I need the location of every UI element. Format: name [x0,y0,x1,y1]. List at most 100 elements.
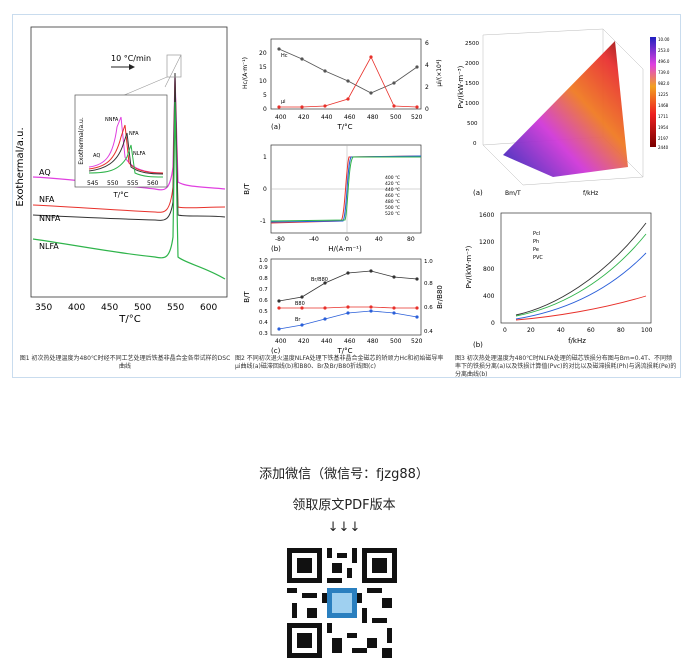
fig2c-ytick: 0.8 [259,276,268,282]
fig3b-xtick: 0 [503,327,507,334]
fig3a-panel: (a) [473,189,483,197]
fig2a-ytick: 5 [263,92,267,99]
fig3b-legend: Ph [533,239,539,245]
fig2a-xlabel: T/°C [336,123,352,131]
fig3b-ytick: 800 [483,266,495,273]
fig3a-ztick: 500 [467,121,478,127]
fig3a-ylabel: Bm/T [505,190,521,197]
fig3a-cbar-tick: 496.0 [658,59,670,64]
figure2-a: Hc/(A·m⁻¹) μi/(×10⁴) 0 5 10 15 20 0 2 4 … [242,38,443,131]
figure2-c: B/T Br/B80 0.3 0.4 0.5 0.6 0.7 0.8 0.9 1… [243,258,444,355]
fig2c-xtick: 460 [344,338,356,345]
fig2a-ytick: 20 [259,50,267,57]
fig3a-cbar-tick: 1711 [658,114,669,119]
fig3a-cbar-tick: 2197 [658,136,669,141]
figure1-xtick: 550 [167,303,184,313]
inset-label: NLFA [133,151,146,157]
fig2b-xtick: 0 [345,236,349,243]
fig3a-cbar-tick: 1468 [658,103,669,108]
fig3b-ytick: 1200 [479,239,494,246]
fig3a-xlabel: f/kHz [583,190,598,197]
fig3a-zlabel: Pv/(kW·m⁻³) [457,65,465,108]
fig2a-ytick: 15 [259,64,267,71]
fig3b-xtick: 40 [557,327,565,334]
fig3a-ztick: 1000 [465,101,479,107]
fig3a-ztick: 2500 [465,41,479,47]
fig2c-panel: (c) [271,347,281,355]
fig2c-ytick: 0.7 [259,287,268,293]
fig2a-panel: (a) [271,123,281,131]
fig2c-xtick: 520 [411,338,423,345]
fig3a-cbar-tick: 982.0 [658,81,670,86]
curve-nlfa [32,101,226,280]
fig3b-ytick: 0 [491,320,495,327]
fig2c-ytick-r: 0.4 [424,329,433,335]
fig2b-xlabel: H/(A·m⁻¹) [328,245,362,253]
inset-xlabel: T/°C [112,191,128,199]
wechat-qr-code[interactable] [287,548,397,658]
figure1-svg: Exothermal/a.u. T/°C 350 400 450 500 550… [15,26,228,325]
fig2a-ytick: 0 [263,106,267,113]
figure1-xtick: 400 [68,303,85,313]
inset-label: AQ [93,153,100,159]
fig2b-legend: 420 ℃ [385,181,400,187]
figure1-inset: Exothermal/a.u. T/°C 545 550 555 560 NNF… [74,94,168,199]
fig2c-ytick-r: 0.8 [424,281,433,287]
fig2b-ytick: 1 [263,154,267,161]
fig2b-panel: (b) [271,245,281,253]
curve-nfa [32,74,226,213]
fig3b-ytick: 1600 [479,212,494,219]
fig3b-legend: PVC [533,255,543,261]
fig3b-xtick: 20 [527,327,535,334]
fig2b-ytick: 0 [263,186,267,193]
inset-xtick: 545 [87,180,99,187]
fig2a-ylabel-right: μi/(×10⁴) [436,59,443,86]
fig2c-ytick-r: 0.6 [424,305,433,311]
inset-ylabel: Exothermal/a.u. [78,117,85,165]
fig3b-panel: (b) [473,341,483,349]
cta-line1: 添加微信（微信号：fjzg88） [259,467,429,482]
fig2a-xtick: 480 [367,114,379,121]
figure1-dsc: Exothermal/a.u. T/°C 350 400 450 500 550… [15,17,233,335]
figure1-rate: 10 °C/min [111,54,151,63]
fig2a-ytick-r: 2 [425,84,429,91]
inset-xtick: 560 [147,180,159,187]
figure3-b: Pv/(kW·m⁻³) 0 400 800 1200 1600 0 20 40 … [465,212,653,349]
fig2c-xtick: 480 [367,338,379,345]
fig3a-cbar-tick: 1225 [658,92,669,97]
inset-xtick: 550 [107,180,119,187]
inset-xtick: 555 [127,180,139,187]
fig3b-ylabel: Pv/(kW·m⁻³) [465,245,473,288]
fig2c-ytick-r: 1.0 [424,259,433,265]
fig2c-series: Br/B80 [311,277,328,283]
figure2-caption: 图2 不同初次退火温度NLFA处理下铁基非晶合金磁芯的矫顽力Hc和初始磁导率μi… [235,355,444,370]
figure1-xlabel: T/°C [118,314,140,325]
fig2a-ytick: 10 [259,78,267,85]
fig2c-ytick: 0.9 [259,265,268,271]
fig2c-series: B80 [295,301,305,307]
figure1-xtick: 350 [35,303,52,313]
figure1-ylabel: Exothermal/a.u. [15,127,26,206]
figure1-xtick: 600 [200,303,217,313]
fig3a-cbar-tick: 2440 [658,145,669,150]
fig3b-xtick: 100 [641,327,653,334]
fig3a-cbar-tick: 10.00 [658,37,670,42]
fig2c-ytick: 1.0 [259,258,268,264]
label-nnfa: NNFA [39,214,61,223]
fig2a-xtick: 460 [344,114,356,121]
fig3b-xlabel: f/kHz [568,337,586,345]
fig2c-ytick: 0.5 [259,309,268,315]
fig2b-legend: 440 ℃ [385,187,400,193]
fig2c-xtick: 420 [298,338,310,345]
fig2c-xtick: 400 [275,338,287,345]
fig2a-series: Hc [281,53,288,59]
fig2b-ytick: -1 [260,218,266,225]
fig2b-xtick: -80 [275,236,285,243]
fig2b-xtick: 80 [407,236,415,243]
fig2b-legend: 500 ℃ [385,205,400,211]
figure3-a: Pv/(kW·m⁻³) 0 500 1000 1500 2000 2500 f/… [457,28,670,197]
fig3b-legend: Pcl [533,231,540,237]
fig3a-ztick: 0 [473,141,477,147]
fig2a-xtick: 400 [275,114,287,121]
cta-arrows: ↓↓↓ [327,520,361,535]
